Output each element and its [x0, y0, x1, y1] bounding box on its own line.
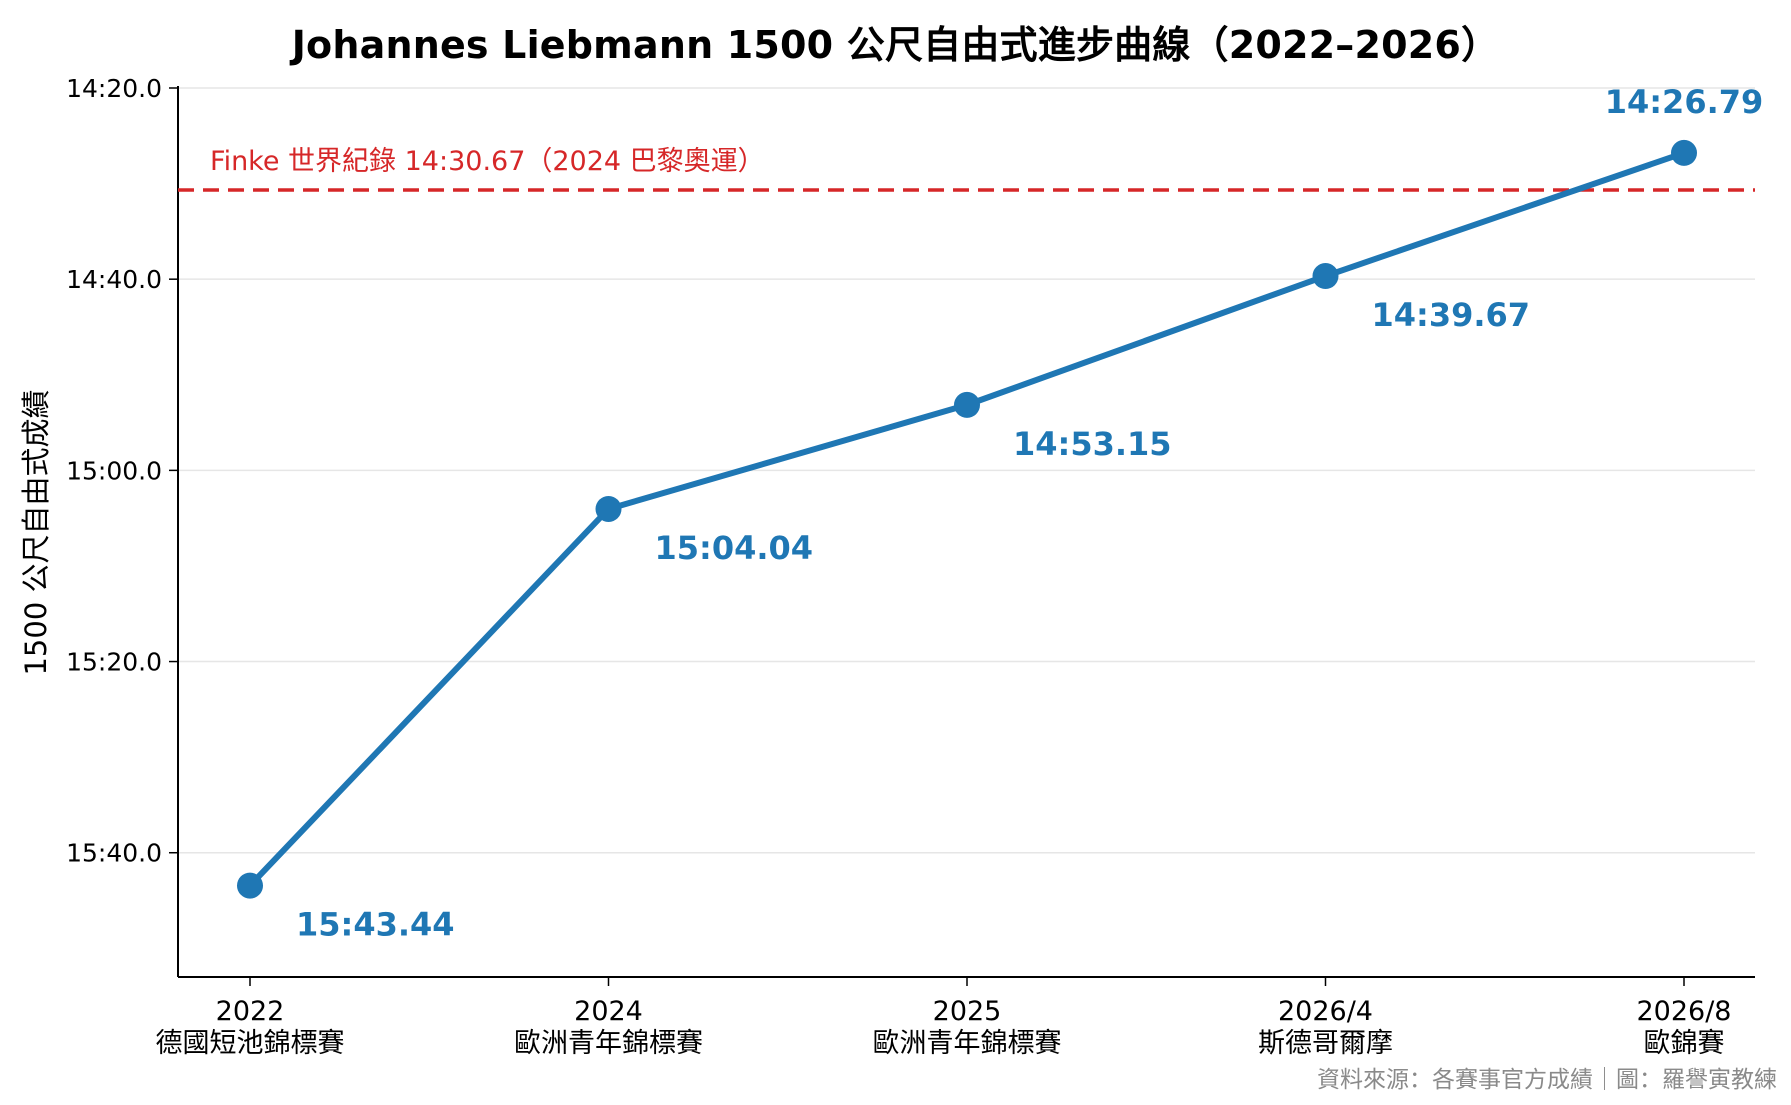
data-point: [1312, 263, 1339, 290]
y-tick-label: 15:40.0: [66, 839, 162, 868]
x-tick-label-year: 2026/8: [1637, 996, 1732, 1027]
data-point: [595, 495, 622, 522]
series-line: [247, 149, 1687, 889]
x-tick-label-event: 歐洲青年錦標賽: [873, 1028, 1062, 1059]
x-tick-label-year: 2026/4: [1278, 996, 1373, 1027]
data-label: 14:26.79: [1605, 83, 1764, 121]
y-tick-label: 14:20.0: [66, 74, 162, 103]
y-tick-label: 14:40.0: [66, 265, 162, 294]
data-label: 14:39.67: [1372, 296, 1531, 334]
y-tick-label: 15:00.0: [66, 456, 162, 485]
x-tick-label-event: 德國短池錦標賽: [156, 1028, 345, 1059]
x-tick-label-event: 歐洲青年錦標賽: [514, 1028, 703, 1059]
data-point: [1671, 139, 1697, 166]
data-point: [954, 391, 980, 418]
world-record-label: Finke 世界紀錄 14:30.67（2024 巴黎奧運）: [210, 146, 765, 177]
source-note: 資料來源：各賽事官方成績｜圖：羅譽寅教練: [1317, 1067, 1777, 1093]
chart-title: Johannes Liebmann 1500 公尺自由式進步曲線（2022–20…: [291, 23, 1500, 67]
data-label: 15:04.04: [655, 529, 814, 567]
x-tick-label-event: 斯德哥爾摩: [1258, 1028, 1393, 1059]
x-tick-label-year: 2022: [216, 996, 285, 1027]
y-axis-label: 1500 公尺自由式成績: [19, 389, 53, 675]
x-tick-label-event: 歐錦賽: [1644, 1028, 1725, 1059]
x-tick-label-year: 2024: [574, 996, 643, 1027]
y-tick-label: 15:20.0: [66, 648, 162, 677]
x-tick-label-year: 2025: [933, 996, 1002, 1027]
data-point: [237, 872, 263, 899]
data-label: 14:53.15: [1013, 425, 1172, 463]
data-label: 15:43.44: [296, 906, 455, 944]
